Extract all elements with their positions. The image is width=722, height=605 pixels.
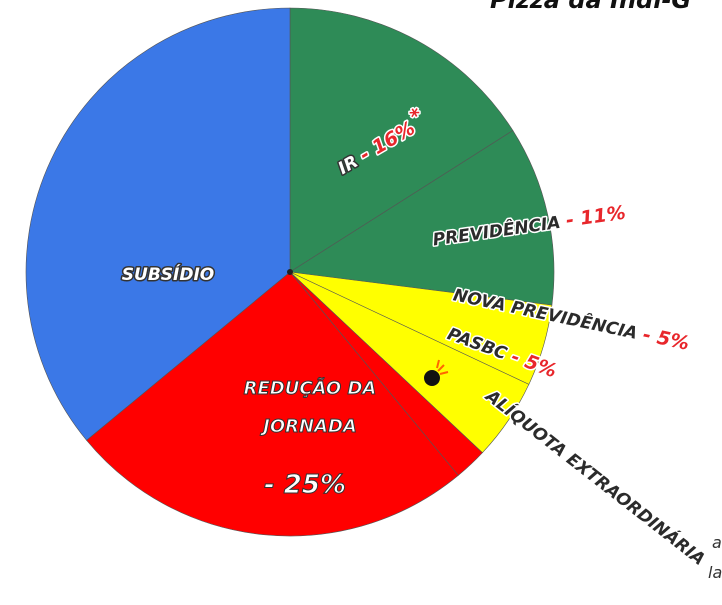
- slice: [289, 130, 555, 306]
- slice-name: SUBSÍDIO: [122, 263, 214, 285]
- slice-name: ALÍQUOTA EXTRAORDINÁRIA: [480, 384, 710, 570]
- slice: [25, 7, 291, 441]
- slice-value-label: - 25%: [263, 470, 347, 501]
- slice: [289, 7, 514, 273]
- note: la: [708, 563, 722, 582]
- note: a: [712, 533, 722, 552]
- slice-label: REDUÇÃO DA JORNADA: [243, 378, 377, 438]
- slice-label: SUBSÍDIO: [122, 263, 214, 285]
- slice-label: ALÍQUOTA EXTRAORDINÁRIA: [480, 384, 710, 570]
- slice: [86, 271, 459, 537]
- slice-value-label: - 11%: [565, 202, 627, 232]
- slice-value-label: - 5%: [641, 324, 691, 355]
- bomb-icon: [424, 359, 449, 386]
- pie: [25, 7, 555, 537]
- pie-center: [287, 269, 293, 275]
- chart-title: Pizza da Indi-G: [490, 0, 691, 14]
